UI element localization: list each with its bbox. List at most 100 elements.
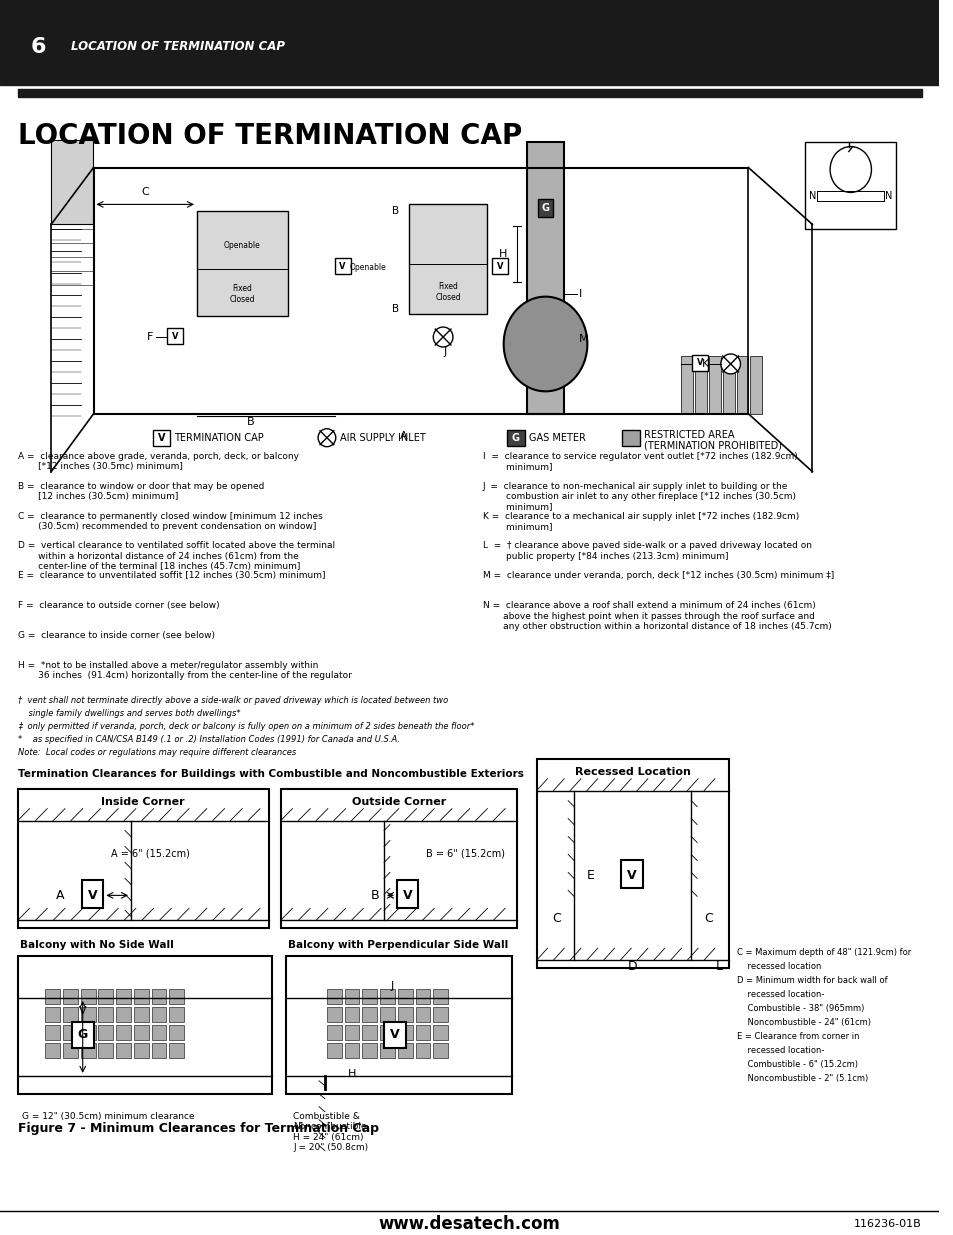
Text: Combustible - 6" (15.2cm): Combustible - 6" (15.2cm) xyxy=(736,1060,857,1070)
Text: (TERMINATION PROHIBITED): (TERMINATION PROHIBITED) xyxy=(643,441,781,451)
Bar xyxy=(116,1007,131,1023)
Text: E =  clearance to unventilated soffit [12 inches (30.5cm) minimum]: E = clearance to unventilated soffit [12… xyxy=(18,572,325,580)
Text: H: H xyxy=(498,249,507,259)
Text: LOCATION OF TERMINATION CAP: LOCATION OF TERMINATION CAP xyxy=(71,41,285,53)
Text: B = 6" (15.2cm): B = 6" (15.2cm) xyxy=(426,848,505,858)
Bar xyxy=(45,989,60,1004)
Bar xyxy=(379,1007,395,1023)
Text: ‡  only permitted if veranda, porch, deck or balcony is fully open on a minimum : ‡ only permitted if veranda, porch, deck… xyxy=(18,722,474,731)
Text: G: G xyxy=(512,432,519,442)
Bar xyxy=(433,989,448,1004)
Bar xyxy=(285,956,512,1094)
Bar xyxy=(397,1025,412,1040)
Bar xyxy=(133,1025,149,1040)
Bar xyxy=(98,1007,113,1023)
Bar xyxy=(63,1025,78,1040)
Bar xyxy=(18,89,921,96)
Bar xyxy=(708,356,720,414)
Bar xyxy=(170,1042,184,1058)
Text: Recessed Location: Recessed Location xyxy=(574,767,690,777)
Bar xyxy=(379,1042,395,1058)
Bar xyxy=(537,199,553,217)
Bar xyxy=(71,1023,93,1049)
Text: B: B xyxy=(247,416,254,427)
Text: B =  clearance to window or door that may be opened
       [12 inches (30.5cm) m: B = clearance to window or door that may… xyxy=(18,482,264,501)
Bar xyxy=(379,989,395,1004)
Circle shape xyxy=(720,354,740,374)
Text: Openable: Openable xyxy=(350,263,386,272)
Bar xyxy=(433,1007,448,1023)
Circle shape xyxy=(433,327,453,347)
Bar xyxy=(81,1042,95,1058)
Text: LOCATION OF TERMINATION CAP: LOCATION OF TERMINATION CAP xyxy=(18,121,521,149)
Bar xyxy=(344,1042,359,1058)
Text: F: F xyxy=(147,332,152,342)
Text: G: G xyxy=(77,1029,88,1041)
Text: V: V xyxy=(402,889,412,902)
Bar xyxy=(18,16,59,78)
Bar xyxy=(804,142,895,230)
Bar xyxy=(362,989,376,1004)
Text: I  =  clearance to service regulator vent outlet [*72 inches (182.9cm)
        m: I = clearance to service regulator vent … xyxy=(482,452,797,471)
Bar xyxy=(133,989,149,1004)
Text: V: V xyxy=(172,331,178,341)
Text: A =  clearance above grade, veranda, porch, deck, or balcony
       [*12 inches : A = clearance above grade, veranda, porc… xyxy=(18,452,298,471)
Text: recessed location-: recessed location- xyxy=(736,990,823,999)
Text: TERMINATION CAP: TERMINATION CAP xyxy=(174,432,264,442)
Bar xyxy=(152,430,171,446)
Bar xyxy=(397,1042,412,1058)
Text: GAS METER: GAS METER xyxy=(528,432,585,442)
Bar xyxy=(722,356,734,414)
Text: M: M xyxy=(578,333,588,345)
Text: V: V xyxy=(390,1029,399,1041)
Bar xyxy=(45,1025,60,1040)
Bar xyxy=(327,1042,341,1058)
Bar xyxy=(327,1025,341,1040)
Bar xyxy=(384,1023,405,1049)
Bar xyxy=(362,1042,376,1058)
Bar xyxy=(98,1025,113,1040)
Bar xyxy=(45,1007,60,1023)
Text: 6: 6 xyxy=(30,37,46,57)
Bar xyxy=(81,1025,95,1040)
Text: Balcony with No Side Wall: Balcony with No Side Wall xyxy=(20,940,173,950)
Text: L  =  † clearance above paved side-walk or a paved driveway located on
        p: L = † clearance above paved side-walk or… xyxy=(482,541,811,561)
Text: K =  clearance to a mechanical air supply inlet [*72 inches (182.9cm)
        mi: K = clearance to a mechanical air supply… xyxy=(482,511,798,531)
Bar xyxy=(397,1007,412,1023)
Text: A: A xyxy=(399,431,407,441)
Text: D: D xyxy=(627,960,637,973)
Text: V: V xyxy=(157,432,165,442)
Text: Figure 7 - Minimum Clearances for Termination Cap: Figure 7 - Minimum Clearances for Termin… xyxy=(18,1121,378,1135)
Bar xyxy=(416,1025,430,1040)
Text: E: E xyxy=(586,869,594,882)
Text: N: N xyxy=(808,191,816,201)
Text: L: L xyxy=(715,960,721,973)
Bar xyxy=(537,758,728,968)
Text: G =  clearance to inside corner (see below): G = clearance to inside corner (see belo… xyxy=(18,631,214,640)
Bar xyxy=(433,1025,448,1040)
Text: V: V xyxy=(88,889,97,902)
Bar xyxy=(433,1042,448,1058)
Bar xyxy=(51,140,92,225)
Text: www.desatech.com: www.desatech.com xyxy=(378,1215,560,1234)
Text: AIR SUPPLY INLET: AIR SUPPLY INLET xyxy=(339,432,425,442)
Bar xyxy=(116,1042,131,1058)
Bar xyxy=(152,1007,166,1023)
Text: †  vent shall not terminate directly above a side-walk or paved driveway which i: † vent shall not terminate directly abov… xyxy=(18,697,448,705)
Text: recessed location: recessed location xyxy=(736,962,821,971)
Text: Noncombustible - 24" (61cm): Noncombustible - 24" (61cm) xyxy=(736,1018,870,1028)
Text: C =  clearance to permanently closed window [minimum 12 inches
       (30.5cm) r: C = clearance to permanently closed wind… xyxy=(18,511,322,531)
Bar xyxy=(507,430,524,446)
Text: G = 12" (30.5cm) minimum clearance: G = 12" (30.5cm) minimum clearance xyxy=(22,1112,194,1120)
Bar xyxy=(82,881,103,908)
Bar xyxy=(396,881,418,908)
Text: M =  clearance under veranda, porch, deck [*12 inches (30.5cm) minimum ‡]: M = clearance under veranda, porch, deck… xyxy=(482,572,833,580)
Bar xyxy=(18,956,272,1094)
Bar xyxy=(170,1007,184,1023)
Text: single family dwellings and serves both dwellings*: single family dwellings and serves both … xyxy=(18,709,240,718)
Text: Fixed
Closed: Fixed Closed xyxy=(229,284,254,304)
Text: K: K xyxy=(701,359,708,369)
Text: C: C xyxy=(704,911,713,925)
Bar xyxy=(362,1025,376,1040)
Bar xyxy=(397,989,412,1004)
